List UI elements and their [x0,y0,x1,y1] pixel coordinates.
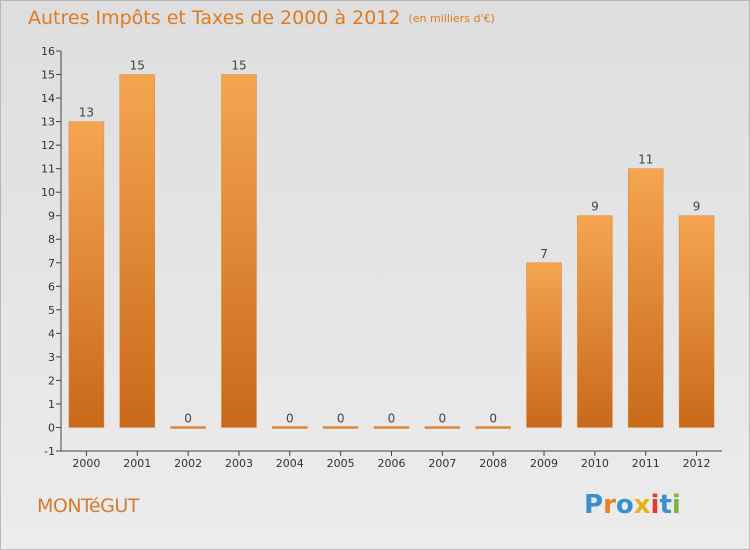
data-label: 0 [388,411,396,425]
y-tick-label: 11 [41,163,55,176]
chart-title-text: Autres Impôts et Taxes de 2000 à 2012 [28,7,401,29]
y-tick-label: -1 [44,445,55,458]
data-label: 15 [130,59,145,73]
bar [678,215,715,428]
y-tick-label: 7 [48,257,55,270]
data-label: 9 [693,200,701,214]
chart-subtitle: (en milliers d'€) [408,12,495,25]
data-label: 0 [337,411,345,425]
x-tick-label: 2008 [479,457,507,470]
data-label: 15 [231,59,246,73]
data-label: 13 [79,106,94,120]
data-label: 0 [286,411,294,425]
x-tick-label: 2012 [683,457,711,470]
logo-letter: r [603,490,616,520]
y-tick-label: 16 [41,45,55,58]
bar [119,74,156,428]
y-tick-label: 6 [48,280,55,293]
x-tick-label: 2011 [632,457,660,470]
y-tick-label: 12 [41,139,55,152]
x-tick-label: 2002 [174,457,202,470]
bar [526,262,562,428]
y-tick-label: 3 [48,351,55,364]
data-label: 0 [489,411,497,425]
x-tick-label: 2005 [327,457,355,470]
bar [627,168,664,428]
bar [577,215,613,428]
proxiti-logo: Proxiti [584,490,681,520]
y-tick-label: 14 [41,92,55,105]
y-tick-label: 13 [41,116,55,129]
data-label: 7 [540,247,548,261]
x-tick-label: 2006 [378,457,406,470]
y-tick-label: 1 [48,398,55,411]
commune-name: MONTéGUT [37,495,139,517]
data-label: 0 [439,411,447,425]
y-tick-label: 0 [48,421,55,434]
logo-letter: t [659,490,672,520]
data-label: 9 [591,200,599,214]
x-tick-label: 2000 [72,457,100,470]
bar [373,426,410,429]
bar [68,121,105,428]
logo-letter: i [650,490,660,520]
y-tick-label: 8 [48,233,55,246]
logo-letter: x [633,490,651,520]
bar [322,426,359,429]
bar [170,426,206,429]
x-tick-label: 2004 [276,457,304,470]
bar [272,426,308,429]
y-tick-label: 5 [48,304,55,317]
data-label: 11 [638,153,653,167]
y-tick-label: 9 [48,210,55,223]
x-tick-label: 2007 [428,457,456,470]
x-tick-label: 2001 [123,457,151,470]
logo-letter: P [584,490,604,520]
chart-title: Autres Impôts et Taxes de 2000 à 2012 (en… [28,7,495,29]
bar [221,74,257,428]
bar [475,426,511,429]
data-label: 0 [184,411,192,425]
y-tick-label: 10 [41,186,55,199]
y-tick-label: 4 [48,327,55,340]
y-tick-label: 15 [41,69,55,82]
y-tick-label: 2 [48,374,55,387]
x-tick-label: 2009 [530,457,558,470]
x-tick-label: 2010 [581,457,609,470]
bar [424,426,461,429]
x-tick-label: 2003 [225,457,253,470]
logo-letter: i [671,490,681,520]
logo-letter: o [615,490,634,520]
